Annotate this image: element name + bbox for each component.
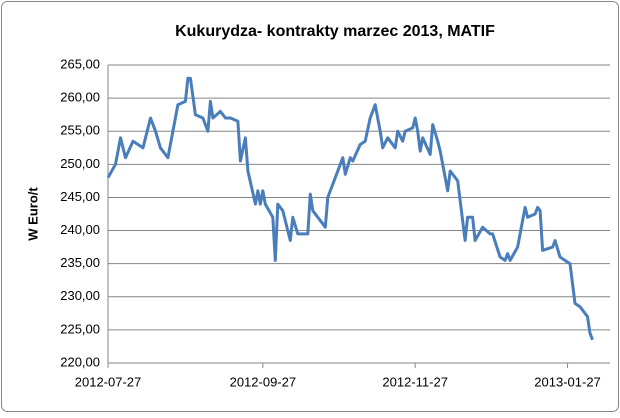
x-tick-label: 2012-11-27 [382, 374, 448, 389]
y-tick-label: 265,00 [60, 56, 100, 71]
y-tick-label: 250,00 [60, 156, 100, 171]
y-tick-label: 225,00 [60, 321, 100, 336]
y-tick-label: 245,00 [60, 189, 100, 204]
y-tick-label: 260,00 [60, 90, 100, 105]
y-tick-label: 220,00 [60, 354, 100, 369]
y-tick-label: 235,00 [60, 255, 100, 270]
y-tick-label: 230,00 [60, 288, 100, 303]
data-line [106, 76, 594, 341]
y-axis-label: W Euro/t [25, 187, 40, 241]
y-tick-label: 240,00 [60, 222, 100, 237]
x-tick-label: 2013-01-27 [534, 374, 601, 389]
x-tick-label: 2012-07-27 [75, 374, 142, 389]
x-tick-label: 2012-09-27 [230, 374, 297, 389]
chart-title: Kukurydza- kontrakty marzec 2013, MATIF [175, 23, 495, 40]
y-tick-label: 255,00 [60, 123, 100, 138]
